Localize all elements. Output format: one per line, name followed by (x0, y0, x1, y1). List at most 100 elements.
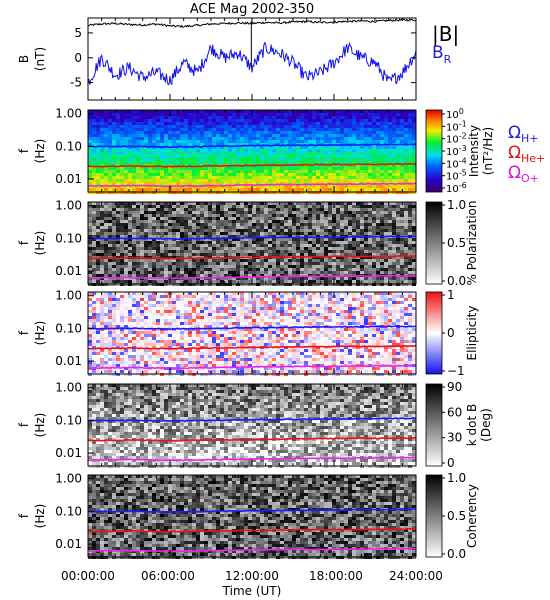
spectrogram-cell (288, 253, 292, 256)
spectrogram-cell (148, 211, 152, 214)
spectrogram-cell (108, 208, 112, 211)
spectrogram-cell (352, 268, 356, 271)
spectrogram-cell (304, 241, 308, 244)
spectrogram-cell (104, 313, 108, 316)
spectrogram-cell (412, 110, 416, 113)
spectrogram-cell (128, 235, 132, 238)
spectrogram-cell (104, 298, 108, 301)
spectrogram-cell (216, 137, 220, 140)
spectrogram-cell (236, 143, 240, 146)
spectrogram-cell (244, 262, 248, 265)
spectrogram-cell (236, 182, 240, 185)
spectrogram-cell (384, 164, 388, 167)
spectrogram-cell (100, 241, 104, 244)
spectrogram-cell (96, 262, 100, 265)
spectrogram-cell (384, 116, 388, 119)
spectrogram-cell (280, 131, 284, 134)
spectrogram-cell (224, 119, 228, 122)
spectrogram-cell (320, 149, 324, 152)
spectrogram-cell (92, 131, 96, 134)
spectrogram-cell (92, 134, 96, 137)
spectrogram-cell (116, 259, 120, 262)
spectrogram-cell (284, 119, 288, 122)
spectrogram-cell (412, 173, 416, 176)
spectrogram-cell (88, 319, 92, 322)
spectrogram-cell (276, 202, 280, 205)
spectrogram-cell (144, 217, 148, 220)
spectrogram-cell (192, 268, 196, 271)
spectrogram-cell (100, 277, 104, 280)
spectrogram-cell (140, 217, 144, 220)
spectrogram-cell (88, 322, 92, 325)
spectrogram-cell (344, 161, 348, 164)
spectrogram-cell (244, 202, 248, 205)
spectrogram-cell (100, 295, 104, 298)
spectrogram-cell (124, 265, 128, 268)
spectrogram-cell (152, 116, 156, 119)
spectrogram-cell (176, 262, 180, 265)
spectrogram-cell (200, 179, 204, 182)
spectrogram-cell (412, 149, 416, 152)
spectrogram-cell (324, 262, 328, 265)
spectrogram-cell (292, 125, 296, 128)
spectrogram-cell (220, 161, 224, 164)
spectrogram-cell (384, 119, 388, 122)
spectrogram-cell (180, 214, 184, 217)
spectrogram-cell (404, 247, 408, 250)
spectrogram-cell (272, 223, 276, 226)
spectrogram-cell (152, 128, 156, 131)
spectrogram-cell (216, 146, 220, 149)
spectrogram-cell (96, 250, 100, 253)
spectrogram-cell (260, 140, 264, 143)
spectrogram-cell (108, 182, 112, 185)
spectrogram-cell (312, 244, 316, 247)
spectrogram-cell (152, 143, 156, 146)
spectrogram-cell (396, 116, 400, 119)
spectrogram-cell (312, 182, 316, 185)
spectrogram-cell (108, 301, 112, 304)
spectrogram-cell (108, 161, 112, 164)
spectrogram-cell (392, 226, 396, 229)
spectrogram-cell (144, 262, 148, 265)
spectrogram-cell (192, 119, 196, 122)
spectrogram-cell (348, 265, 352, 268)
spectrogram-cell (380, 161, 384, 164)
spectrogram-cell (412, 185, 416, 188)
spectrogram-cell (344, 113, 348, 116)
spectrogram-cell (240, 238, 244, 241)
spectrogram-cell (220, 217, 224, 220)
spectrogram-cell (344, 226, 348, 229)
spectrogram-cell (216, 208, 220, 211)
spectrogram-cell (88, 265, 92, 268)
spectrogram-cell (248, 149, 252, 152)
spectrogram-cell (400, 164, 404, 167)
spectrogram-cell (216, 155, 220, 158)
spectrogram-cell (104, 325, 108, 328)
spectrogram-cell (252, 128, 256, 131)
spectrogram-cell (212, 253, 216, 256)
spectrogram-cell (200, 223, 204, 226)
spectrogram-cell (296, 176, 300, 179)
spectrogram-cell (368, 155, 372, 158)
spectrogram-cell (364, 223, 368, 226)
spectrogram-cell (252, 247, 256, 250)
spectrogram-cell (400, 250, 404, 253)
spectrogram-cell (204, 244, 208, 247)
spectrogram-cell (164, 274, 168, 277)
spectrogram-cell (172, 280, 176, 283)
spectrogram-cell (396, 176, 400, 179)
spectrogram-cell (312, 110, 316, 113)
spectrogram-cell (240, 202, 244, 205)
spectrogram-cell (144, 202, 148, 205)
spectrogram-cell (232, 128, 236, 131)
spectrogram-cell (292, 134, 296, 137)
spectrogram-cell (340, 265, 344, 268)
spectrogram-cell (300, 277, 304, 280)
spectrogram-cell (344, 253, 348, 256)
spectrogram-cell (224, 271, 228, 274)
spectrogram-cell (284, 217, 288, 220)
spectrogram-cell (204, 149, 208, 152)
spectrogram-cell (160, 179, 164, 182)
spectrogram-cell (240, 116, 244, 119)
spectrogram-cell (376, 226, 380, 229)
